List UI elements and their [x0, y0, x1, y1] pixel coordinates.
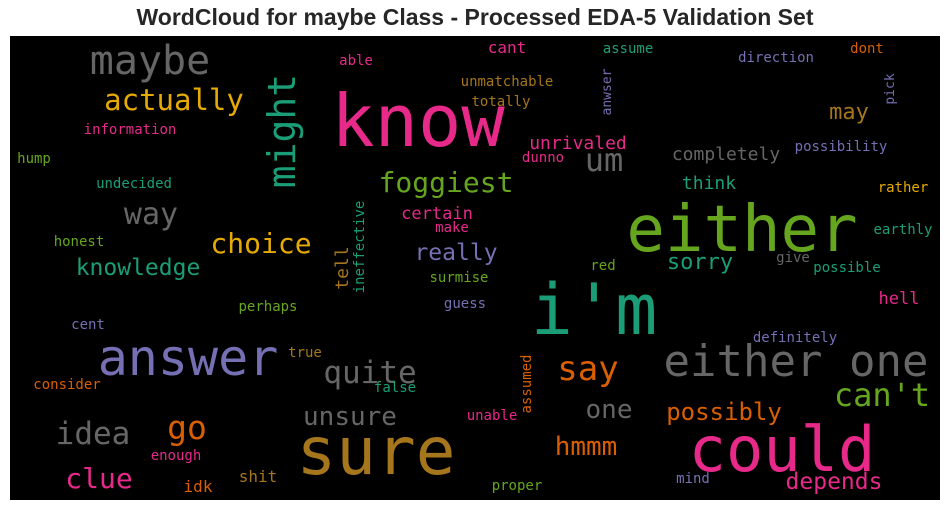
cloud-word-able: able [339, 53, 373, 69]
cloud-word-foggiest: foggiest [379, 166, 514, 199]
cloud-word-red: red [590, 258, 615, 274]
cloud-word-honest: honest [54, 234, 105, 250]
cloud-word-unable: unable [467, 408, 518, 424]
cloud-word-possible: possible [813, 260, 880, 276]
cloud-word-pick: pick [883, 73, 898, 104]
cloud-word-hell: hell [879, 289, 920, 309]
cloud-word-dunno: dunno [522, 150, 564, 166]
cloud-word-perhaps: perhaps [238, 299, 297, 315]
cloud-word-consider: consider [33, 377, 100, 393]
cloud-word-quite: quite [323, 355, 416, 391]
cloud-word-answer: answer [98, 329, 279, 387]
cloud-word-sure: sure [297, 413, 456, 490]
cloud-word-guess: guess [444, 296, 486, 312]
chart-title: WordCloud for maybe Class - Processed ED… [136, 4, 814, 30]
cloud-word-um: um [585, 141, 624, 179]
cloud-word-idea: idea [56, 416, 131, 452]
cloud-word-one: one [586, 395, 633, 425]
cloud-word-direction: direction [738, 50, 814, 66]
cloud-word-know: know [331, 79, 505, 163]
cloud-word-completely: completely [672, 144, 781, 165]
cloud-word-maybe: maybe [90, 38, 210, 84]
cloud-background [10, 36, 940, 500]
cloud-word-i-m: i'm [531, 269, 657, 351]
cloud-word-surmise: surmise [429, 270, 488, 286]
cloud-word-assumed: assumed [519, 354, 535, 413]
cloud-word-sorry: sorry [667, 250, 733, 275]
cloud-word-ineffective: ineffective [352, 201, 368, 294]
cloud-word-can-t: can't [834, 376, 930, 414]
cloud-word-possibly: possibly [666, 398, 782, 426]
cloud-word-earthly: earthly [873, 222, 932, 238]
cloud-word-say: say [557, 349, 618, 389]
cloud-word-think: think [682, 173, 736, 194]
cloud-word-dont: dont [850, 41, 884, 57]
cloud-word-hump: hump [17, 151, 51, 167]
cloud-word-anwser: anwser [600, 68, 615, 115]
cloud-word-proper: proper [492, 478, 543, 494]
cloud-word-enough: enough [151, 448, 202, 464]
cloud-word-certain: certain [401, 204, 473, 224]
cloud-word-really: really [414, 240, 497, 266]
cloud-word-knowledge: knowledge [76, 255, 201, 281]
cloud-word-give: give [776, 250, 810, 266]
cloud-word-go: go [167, 408, 207, 447]
cloud-word-true: true [288, 345, 322, 361]
cloud-word-might: might [260, 74, 304, 188]
cloud-word-may: may [829, 100, 869, 125]
cloud-word-totally: totally [471, 94, 530, 110]
cloud-word-shit: shit [239, 467, 278, 486]
cloud-word-unmatchable: unmatchable [461, 74, 554, 90]
cloud-word-idk: idk [184, 477, 213, 496]
cloud-word-cant: cant [488, 38, 527, 57]
cloud-word-possibility: possibility [795, 139, 888, 155]
cloud-word-assume: assume [603, 41, 654, 57]
cloud-word-hmmm: hmmm [555, 432, 618, 462]
cloud-word-cent: cent [71, 317, 105, 333]
cloud-word-either: either [626, 193, 857, 267]
cloud-word-way: way [124, 197, 178, 232]
cloud-word-tell: tell [332, 246, 353, 289]
cloud-word-mind: mind [676, 471, 710, 487]
cloud-word-clue: clue [65, 462, 132, 495]
cloud-word-rather: rather [878, 180, 929, 196]
cloud-word-choice: choice [210, 227, 311, 260]
cloud-word-undecided: undecided [96, 176, 172, 192]
cloud-word-could: could [689, 413, 876, 486]
cloud-word-depends: depends [786, 469, 883, 495]
cloud-word-actually: actually [104, 83, 244, 117]
cloud-word-information: information [84, 122, 177, 138]
cloud-word-make: make [435, 220, 469, 236]
cloud-word-false: false [374, 380, 416, 396]
cloud-word-either-one: either one [664, 336, 929, 387]
cloud-word-unsure: unsure [303, 402, 397, 432]
cloud-word-unrivaled: unrivaled [529, 133, 627, 154]
cloud-word-definitely: definitely [753, 330, 837, 346]
